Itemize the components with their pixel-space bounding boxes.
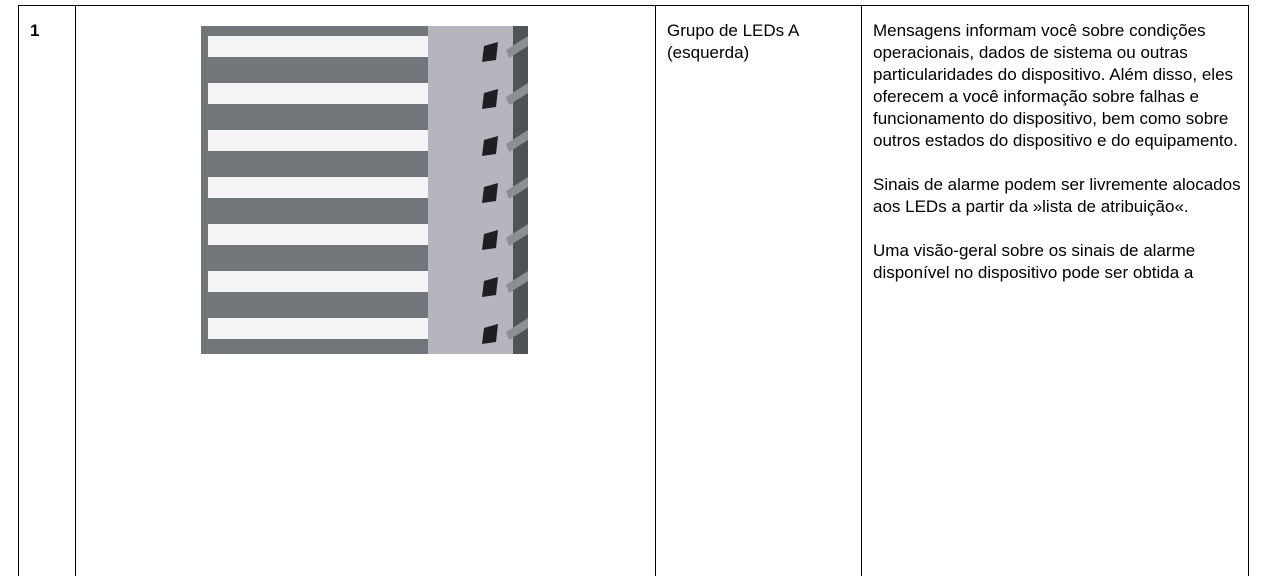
- led-strip-part: [208, 83, 428, 104]
- led-strip-part: [208, 36, 428, 57]
- row-number: 1: [30, 21, 40, 40]
- led-strip-part: [506, 318, 528, 340]
- paragraph: Mensagens informam você sobre condições …: [873, 21, 1238, 150]
- led-strip-part: [506, 177, 528, 199]
- table-border: [861, 6, 862, 576]
- led-strip-part: [208, 130, 428, 151]
- led-strip-part: [208, 177, 528, 203]
- table-border: [1248, 6, 1249, 576]
- led-strip-part: [482, 230, 498, 250]
- led-strip-part: [482, 89, 498, 109]
- led-strip-part: [506, 83, 528, 105]
- led-strip-part: [506, 224, 528, 246]
- led-panel-image: [201, 26, 528, 354]
- led-strip-part: [208, 177, 428, 198]
- led-strip-part: [208, 318, 528, 344]
- led-strip-part: [208, 224, 528, 250]
- led-strip-part: [208, 271, 428, 292]
- led-strip-part: [208, 318, 428, 339]
- table: 1: [18, 5, 1249, 576]
- led-group-name: Grupo de LEDs A (esquerda): [667, 21, 799, 62]
- paragraph: Sinais de alarme podem ser livremente al…: [873, 175, 1241, 216]
- led-strip-part: [208, 271, 528, 297]
- table-border: [18, 6, 19, 576]
- table-border: [75, 6, 76, 576]
- paragraph: Uma visão-geral sobre os sinais de alarm…: [873, 241, 1196, 282]
- led-strip-part: [482, 324, 498, 344]
- led-strip-part: [506, 36, 528, 58]
- led-strip-part: [506, 130, 528, 152]
- led-strip-part: [506, 271, 528, 293]
- led-strip-part: [482, 136, 498, 156]
- led-strip-part: [482, 183, 498, 203]
- led-strip-part: [208, 224, 428, 245]
- description: Mensagens informam você sobre condições …: [873, 20, 1245, 306]
- led-strip-part: [208, 83, 528, 109]
- led-strip-part: [482, 42, 498, 62]
- led-strip-part: [208, 36, 528, 62]
- led-strip-part: [208, 130, 528, 156]
- table-border: [655, 6, 656, 576]
- led-strip-part: [482, 277, 498, 297]
